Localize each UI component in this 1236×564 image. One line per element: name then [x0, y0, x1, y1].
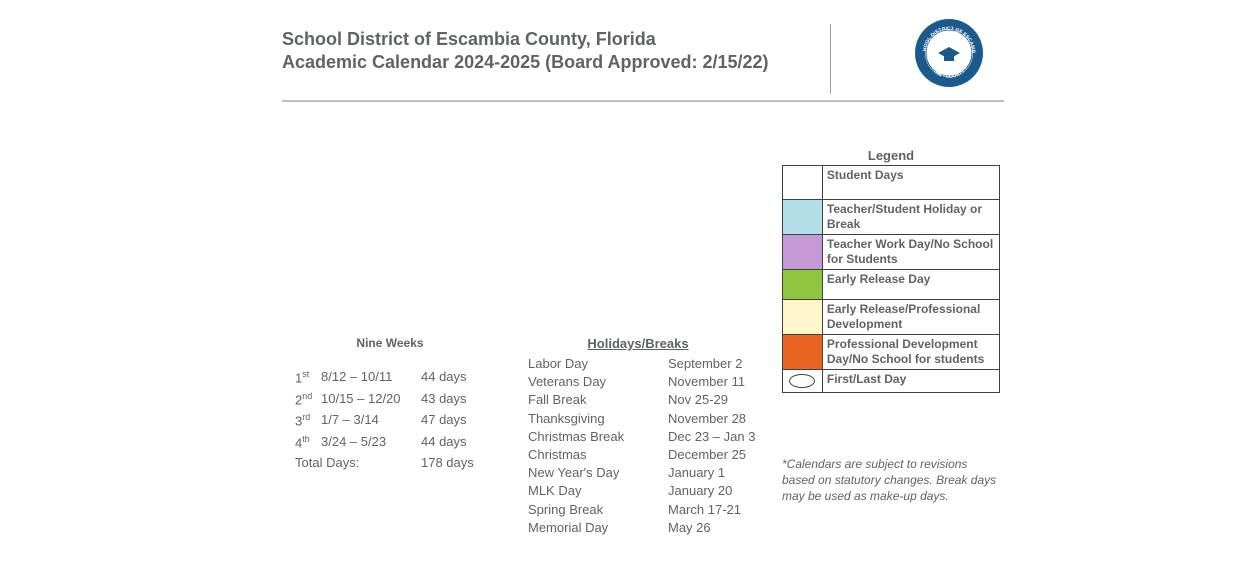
legend-row: Student Days	[783, 166, 1000, 200]
holiday-name: Labor Day	[528, 355, 668, 373]
nine-weeks-range: 8/12 – 10/11	[321, 368, 421, 388]
nine-weeks-ordinal: 4th	[295, 433, 321, 453]
legend-swatch	[783, 235, 823, 270]
header-line1: School District of Escambia County, Flor…	[282, 28, 769, 51]
holiday-name: Veterans Day	[528, 373, 668, 391]
nine-weeks-row: 1st8/12 – 10/1144 days	[295, 368, 515, 388]
legend-label: First/Last Day	[822, 370, 999, 393]
legend-table: Student DaysTeacher/Student Holiday or B…	[782, 165, 1000, 393]
holiday-date: November 11	[668, 373, 745, 391]
legend-label: Early Release/Professional Development	[822, 300, 999, 335]
nine-weeks-days: 47 days	[421, 411, 467, 431]
nine-weeks-ordinal: 1st	[295, 368, 321, 388]
legend-swatch	[783, 335, 823, 370]
nine-weeks-range: 1/7 – 3/14	[321, 411, 421, 431]
nine-weeks-ordinal: 2nd	[295, 390, 321, 410]
holiday-date: September 2	[668, 355, 742, 373]
nine-weeks-days: 43 days	[421, 390, 467, 410]
legend-swatch	[783, 300, 823, 335]
holiday-row: Labor DaySeptember 2	[528, 355, 778, 373]
nine-weeks-range: 3/24 – 5/23	[321, 433, 421, 453]
legend-row: First/Last Day	[783, 370, 1000, 393]
nine-weeks-range: 10/15 – 12/20	[321, 390, 421, 410]
holiday-date: March 17-21	[668, 501, 741, 519]
holiday-date: January 1	[668, 464, 725, 482]
nine-weeks-days: 44 days	[421, 433, 467, 453]
holiday-date: Nov 25-29	[668, 391, 728, 409]
nine-weeks-ordinal: 3rd	[295, 411, 321, 431]
legend-label: Student Days	[822, 166, 999, 200]
legend-row: Teacher/Student Holiday or Break	[783, 200, 1000, 235]
district-seal-logo: SCHOOL DISTRICT OF ESCAMBIA • THE • COUN…	[914, 18, 984, 88]
legend-label: Teacher/Student Holiday or Break	[822, 200, 999, 235]
legend-row: Professional Development Day/No School f…	[783, 335, 1000, 370]
nine-weeks-total: Total Days:178 days	[295, 454, 515, 472]
holiday-name: Christmas	[528, 446, 668, 464]
legend-section: Legend Student DaysTeacher/Student Holid…	[782, 148, 1000, 393]
legend-swatch	[783, 370, 823, 393]
holiday-date: May 26	[668, 519, 711, 537]
holidays-title: Holidays/Breaks	[528, 336, 748, 351]
holiday-name: Thanksgiving	[528, 410, 668, 428]
nine-weeks-row: 3rd1/7 – 3/1447 days	[295, 411, 515, 431]
legend-title: Legend	[782, 148, 1000, 163]
total-days-label: Total Days:	[295, 454, 421, 472]
legend-label: Professional Development Day/No School f…	[822, 335, 999, 370]
holiday-date: Dec 23 – Jan 3	[668, 428, 755, 446]
legend-row: Early Release Day	[783, 270, 1000, 300]
nine-weeks-title: Nine Weeks	[295, 336, 485, 350]
total-days-value: 178 days	[421, 454, 474, 472]
holiday-row: Thanksgiving November 28	[528, 410, 778, 428]
header-line2: Academic Calendar 2024-2025 (Board Appro…	[282, 51, 769, 74]
legend-label: Teacher Work Day/No School for Students	[822, 235, 999, 270]
header-title: School District of Escambia County, Flor…	[282, 28, 769, 75]
legend-swatch	[783, 200, 823, 235]
header-horizontal-rule	[282, 100, 1004, 102]
legend-label: Early Release Day	[822, 270, 999, 300]
holiday-date: November 28	[668, 410, 746, 428]
oval-icon	[789, 374, 815, 388]
legend-row: Teacher Work Day/No School for Students	[783, 235, 1000, 270]
calendar-footnote: *Calendars are subject to revisions base…	[782, 456, 1000, 505]
legend-row: Early Release/Professional Development	[783, 300, 1000, 335]
holiday-row: MLK DayJanuary 20	[528, 482, 778, 500]
holiday-row: Memorial DayMay 26	[528, 519, 778, 537]
holiday-name: Christmas Break	[528, 428, 668, 446]
holiday-row: Christmas BreakDec 23 – Jan 3	[528, 428, 778, 446]
holiday-name: Memorial Day	[528, 519, 668, 537]
nine-weeks-section: Nine Weeks 1st8/12 – 10/1144 days2nd10/1…	[295, 336, 515, 474]
holiday-row: ChristmasDecember 25	[528, 446, 778, 464]
holiday-row: Spring BreakMarch 17-21	[528, 501, 778, 519]
holidays-section: Holidays/Breaks Labor DaySeptember 2Vete…	[528, 336, 778, 537]
holiday-name: Spring Break	[528, 501, 668, 519]
holiday-name: New Year's Day	[528, 464, 668, 482]
holiday-date: December 25	[668, 446, 746, 464]
nine-weeks-row: 4th3/24 – 5/2344 days	[295, 433, 515, 453]
holiday-row: Fall BreakNov 25-29	[528, 391, 778, 409]
holiday-row: Veterans DayNovember 11	[528, 373, 778, 391]
holiday-date: January 20	[668, 482, 732, 500]
legend-swatch	[783, 166, 823, 200]
holiday-name: Fall Break	[528, 391, 668, 409]
holiday-name: MLK Day	[528, 482, 668, 500]
nine-weeks-row: 2nd10/15 – 12/2043 days	[295, 390, 515, 410]
header-vertical-divider	[830, 24, 831, 94]
holiday-row: New Year's DayJanuary 1	[528, 464, 778, 482]
document-header: School District of Escambia County, Flor…	[282, 28, 1004, 75]
nine-weeks-days: 44 days	[421, 368, 467, 388]
legend-swatch	[783, 270, 823, 300]
